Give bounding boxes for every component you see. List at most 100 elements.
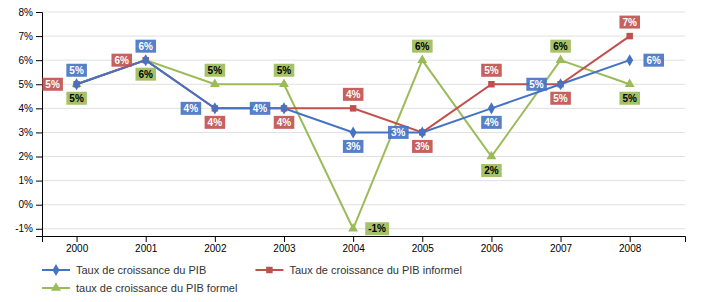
data-label-box — [481, 116, 502, 129]
data-label: 7% — [619, 16, 640, 29]
y-tick: 2% — [19, 151, 42, 162]
series — [73, 33, 633, 136]
data-label-box — [135, 68, 156, 81]
data-label: 6% — [412, 40, 433, 53]
x-tick-label: 2002 — [204, 243, 227, 254]
y-tick-mark — [36, 205, 42, 206]
data-label: -1% — [365, 222, 389, 235]
data-label-text: 4% — [208, 117, 223, 128]
data-label-box — [643, 54, 664, 67]
data-label: 3% — [412, 140, 433, 153]
data-label-box — [550, 40, 571, 53]
data-label-box — [205, 64, 226, 77]
data-label-text: 3% — [346, 141, 361, 152]
x-tick: 2000 — [66, 236, 89, 254]
x-tick-mark — [630, 236, 631, 242]
data-label: 6% — [111, 54, 132, 67]
data-label-box — [42, 78, 63, 91]
grid-line — [42, 12, 685, 13]
data-label-text: 5% — [484, 65, 499, 76]
data-label: 5% — [66, 64, 87, 77]
y-tick-label: 0% — [19, 199, 34, 210]
grid-line — [42, 60, 685, 61]
data-label: 4% — [250, 102, 271, 115]
y-tick-label: 5% — [19, 79, 34, 90]
series-marker — [556, 54, 566, 63]
series-marker — [417, 54, 427, 63]
data-label-text: 4% — [346, 89, 361, 100]
data-label-text: 5% — [69, 65, 84, 76]
series-marker — [350, 126, 357, 138]
data-label-box — [619, 92, 640, 105]
y-tick: 6% — [19, 55, 42, 66]
x-axis: 200020012002200320042005200620072008 — [43, 236, 686, 254]
series-marker — [211, 102, 218, 114]
legend-marker — [53, 264, 60, 276]
series-marker — [279, 79, 289, 88]
x-tick-mark — [422, 236, 423, 242]
x-tick-label: 2006 — [481, 243, 504, 254]
data-label-text: 5% — [69, 93, 84, 104]
series-marker — [488, 102, 495, 114]
grid-line — [42, 180, 685, 181]
y-axis: -1%0%1%2%3%4%5%6%7%8% — [15, 7, 42, 237]
data-label-box — [250, 102, 271, 115]
legend-item: Taux de croissance du PIB — [42, 264, 206, 276]
series-line — [77, 60, 630, 229]
y-tick-mark — [36, 12, 42, 13]
x-tick-mark — [215, 236, 216, 242]
x-tick: 2007 — [550, 236, 573, 254]
y-tick: 5% — [19, 79, 42, 90]
grid-line — [42, 36, 685, 37]
legend-item: Taux de croissance du PIB informel — [255, 264, 461, 276]
data-label: 4% — [481, 116, 502, 129]
x-tick-mark — [77, 236, 78, 242]
data-label: 4% — [181, 102, 202, 115]
y-tick-mark — [36, 36, 42, 37]
data-label-text: 6% — [415, 41, 430, 52]
series — [73, 54, 633, 138]
data-label-box — [412, 40, 433, 53]
series-marker — [486, 151, 496, 160]
data-label: 5% — [42, 78, 63, 91]
data-label-box — [274, 64, 295, 77]
y-tick-label: 6% — [19, 55, 34, 66]
y-tick-mark — [36, 108, 42, 109]
series-marker — [210, 79, 220, 88]
x-tick-label: 2005 — [412, 243, 435, 254]
data-label-text: 5% — [529, 79, 544, 90]
series-marker — [73, 78, 80, 90]
data-label: 3% — [388, 126, 409, 139]
data-label-box — [412, 140, 433, 153]
data-label-text: 4% — [277, 117, 292, 128]
x-tick: 2006 — [481, 236, 504, 254]
y-tick: 4% — [19, 103, 42, 114]
data-label-box — [343, 88, 364, 101]
y-tick-mark — [36, 157, 42, 158]
data-label-box — [111, 54, 132, 67]
data-label-text: 4% — [484, 117, 499, 128]
data-label-box — [526, 78, 547, 91]
legend-label: taux de croissance du PIB formel — [76, 282, 237, 294]
data-label-text: 2% — [484, 165, 499, 176]
x-tick-mark — [353, 236, 354, 242]
y-tick-label: 2% — [19, 151, 34, 162]
data-label-text: 5% — [208, 65, 223, 76]
data-label-text: 5% — [622, 93, 637, 104]
data-label: 5% — [550, 92, 571, 105]
data-label-text: 6% — [646, 55, 661, 66]
data-labels: 5%6%4%4%3%3%4%5%6%5%6%4%4%4%3%5%5%7%5%6%… — [42, 16, 664, 236]
x-tick: 2001 — [135, 236, 158, 254]
x-tick-mark — [146, 236, 147, 242]
y-tick-label: 4% — [19, 103, 34, 114]
data-label: 6% — [643, 54, 664, 67]
data-label-box — [550, 92, 571, 105]
series-marker — [419, 126, 426, 138]
y-tick-mark — [36, 132, 42, 133]
legend-label: Taux de croissance du PIB — [76, 264, 206, 276]
y-tick: 0% — [19, 199, 42, 210]
data-label-box — [481, 164, 502, 177]
y-tick: 8% — [19, 7, 42, 18]
data-label: 2% — [481, 164, 502, 177]
data-label: 4% — [274, 116, 295, 129]
